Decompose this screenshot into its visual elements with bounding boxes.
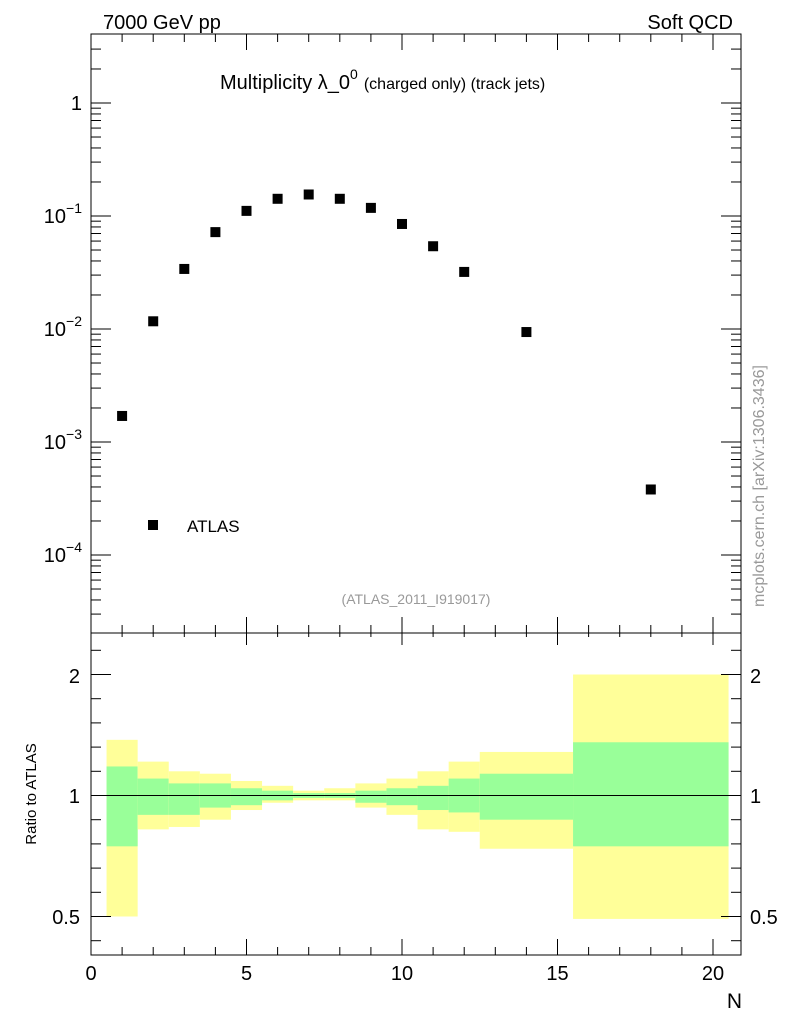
x-axis-label: N	[727, 990, 742, 1013]
plot-title-main: Multiplicity λ_0	[220, 72, 350, 94]
process-label: Soft QCD	[647, 12, 733, 34]
x-tick-label-15: 15	[546, 963, 568, 985]
data-point	[397, 218, 408, 229]
data-point	[272, 193, 283, 204]
x-tick-label-0: 0	[85, 963, 96, 985]
main-frame	[90, 33, 742, 634]
data-point	[148, 316, 159, 327]
ratio-inner-band-bin	[386, 788, 418, 806]
data-point	[179, 263, 190, 274]
energy-label: 7000 GeV pp	[103, 12, 221, 34]
data-point	[210, 227, 221, 238]
data-point	[521, 327, 532, 338]
ratio-inner-band-bin	[355, 790, 387, 803]
axis-ticks	[90, 34, 741, 955]
x-tick-label-5: 5	[241, 963, 252, 985]
plot-title-suffix: (charged only) (track jets)	[364, 76, 545, 93]
data-point	[645, 484, 656, 495]
data-point	[428, 241, 439, 252]
plot-title: Multiplicity λ_00 (charged only) (track j…	[220, 66, 545, 94]
y-tick-label-1e-4: 10−4	[44, 539, 82, 567]
analysis-id: (ATLAS_2011_I919017)	[342, 591, 491, 607]
y-tick-label-1e-2: 10−2	[44, 313, 82, 341]
ratio-inner-band-bin	[479, 773, 574, 820]
x-tick-label-10: 10	[391, 963, 413, 985]
ratio-tick-label-05-right: 0.5	[750, 907, 778, 929]
ratio-inner-band-bin	[230, 788, 263, 806]
data-point	[459, 266, 470, 277]
legend-label: ATLAS	[187, 517, 240, 536]
ratio-inner-band-bin	[168, 783, 200, 815]
y-tick-label-1e-3: 10−3	[44, 426, 82, 454]
ratio-tick-label-1-right: 1	[750, 786, 761, 808]
ratio-y-axis-label: Ratio to ATLAS	[23, 743, 40, 844]
data-point	[117, 410, 128, 421]
ratio-tick-label-2-left: 2	[69, 666, 80, 688]
ratio-tick-label-1-left: 1	[69, 786, 80, 808]
ratio-inner-band-bin	[106, 766, 138, 847]
data-point	[241, 205, 252, 216]
data-point	[365, 202, 376, 213]
ratio-inner-band-bin	[137, 778, 169, 815]
ratio-frame	[90, 632, 742, 956]
ratio-inner-band-bin	[417, 785, 449, 811]
data-point	[303, 189, 314, 200]
legend-marker	[148, 520, 158, 530]
plot-title-superscript: 0	[350, 66, 358, 82]
ratio-inner-band-bin	[573, 742, 729, 847]
data-markers	[117, 189, 656, 495]
watermark: mcplots.cern.ch [arXiv:1306.3436]	[751, 365, 768, 607]
ratio-bands	[106, 674, 729, 919]
ratio-tick-label-05-left: 0.5	[52, 907, 80, 929]
ratio-tick-label-2-right: 2	[750, 666, 761, 688]
y-tick-label-1: 1	[71, 93, 82, 115]
data-point	[334, 193, 345, 204]
y-tick-label-1e-1: 10−1	[44, 200, 82, 228]
x-tick-label-20: 20	[702, 963, 724, 985]
